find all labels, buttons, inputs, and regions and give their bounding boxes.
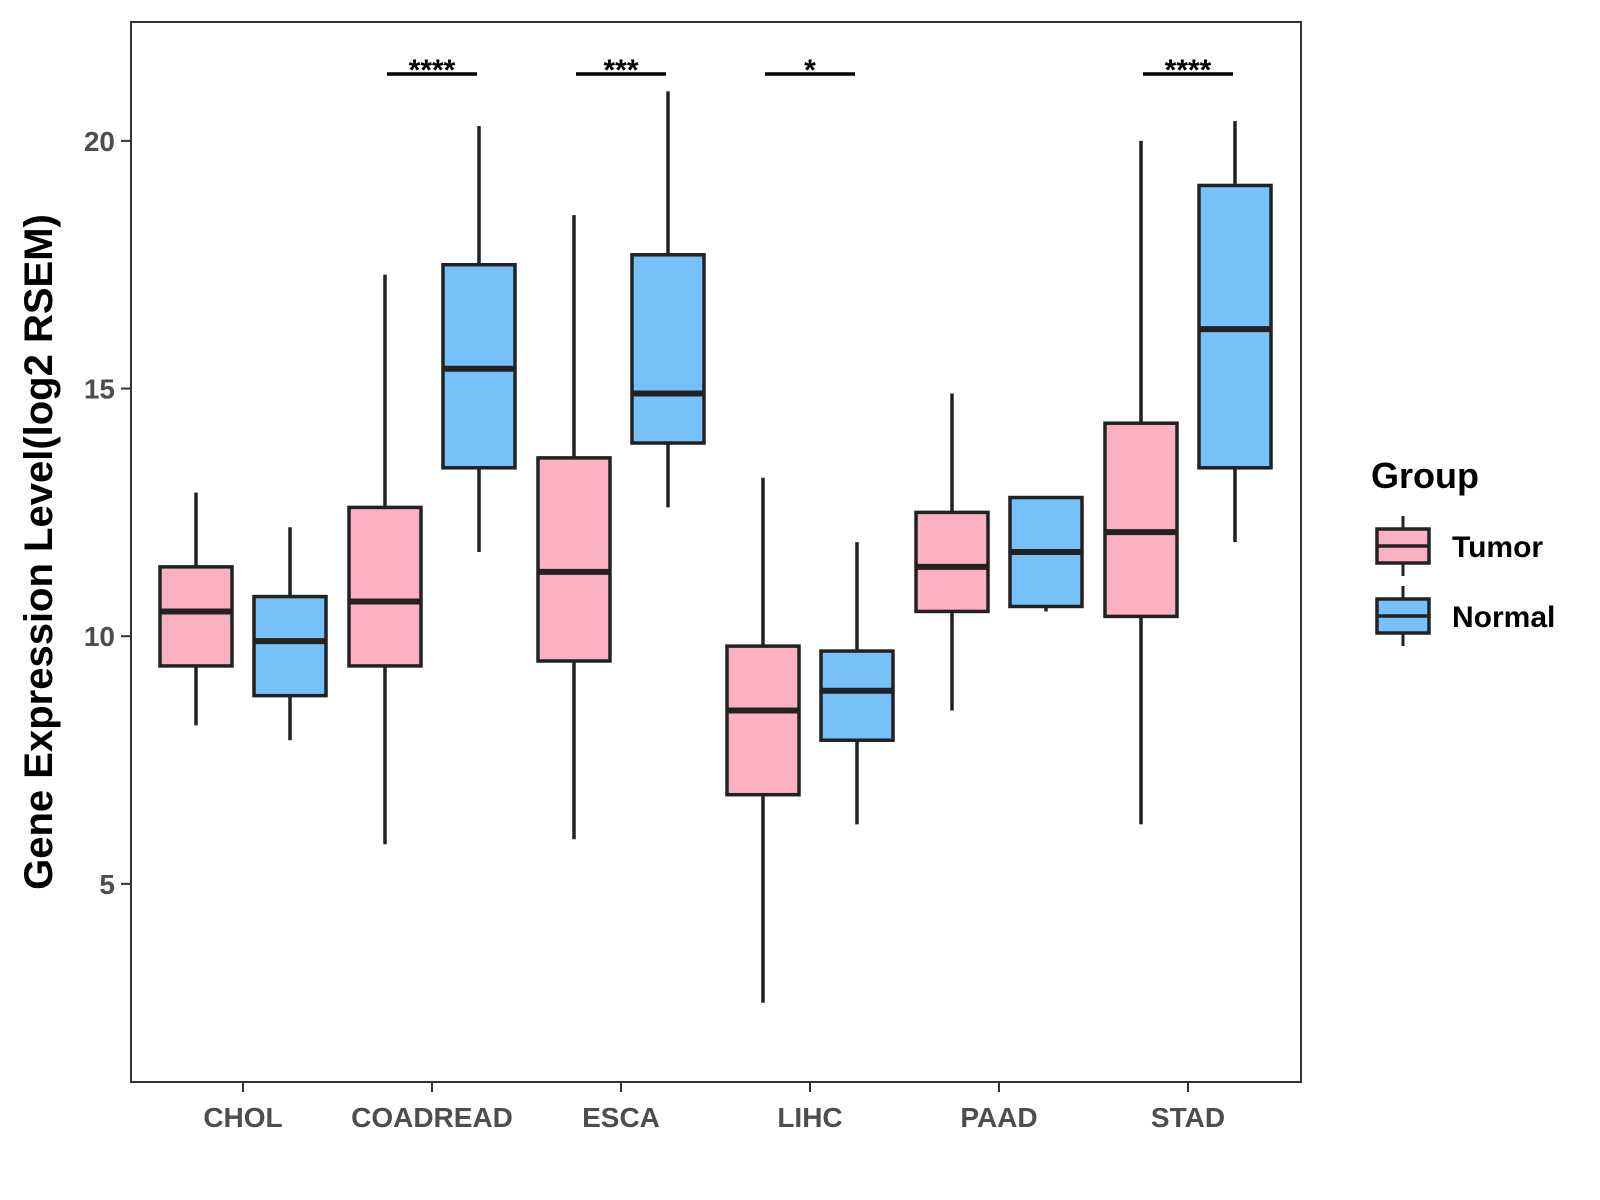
significance-label: * bbox=[804, 54, 816, 87]
legend: Group Tumor Normal bbox=[1371, 455, 1555, 646]
x-tick-label: PAAD bbox=[960, 1102, 1037, 1133]
significance-label: **** bbox=[409, 54, 456, 87]
x-tick-label: COADREAD bbox=[351, 1102, 513, 1133]
box-body bbox=[914, 510, 990, 614]
x-tick-label: STAD bbox=[1151, 1102, 1225, 1133]
x-tick-label: LIHC bbox=[777, 1102, 842, 1133]
x-tick-label: ESCA bbox=[582, 1102, 660, 1133]
box-normal-stad bbox=[1197, 121, 1273, 543]
legend-label: Tumor bbox=[1452, 531, 1543, 564]
box-tumor-esca bbox=[536, 215, 612, 840]
box-series bbox=[158, 91, 1273, 1003]
box-body bbox=[630, 253, 706, 445]
x-tick-label: CHOL bbox=[203, 1102, 282, 1133]
legend-key-tumor: Tumor bbox=[1375, 516, 1543, 576]
legend-key-normal: Normal bbox=[1375, 586, 1555, 646]
box-tumor-lihc bbox=[725, 477, 801, 1003]
box-normal-chol bbox=[252, 527, 328, 741]
y-tick-label: 20 bbox=[84, 126, 115, 157]
box-tumor-paad bbox=[914, 393, 990, 711]
box-body bbox=[347, 505, 423, 668]
box-body bbox=[1103, 421, 1179, 619]
significance-label: *** bbox=[603, 54, 638, 87]
y-axis-title: Gene Expression Level(log2 RSEM) bbox=[17, 214, 61, 890]
box-normal-coadread bbox=[441, 126, 517, 552]
box-body bbox=[158, 565, 234, 668]
box-body bbox=[819, 649, 895, 742]
box-body bbox=[725, 644, 801, 797]
y-tick-label: 15 bbox=[84, 374, 115, 405]
box-body bbox=[252, 594, 328, 698]
y-tick-label: 10 bbox=[84, 621, 115, 652]
legend-label: Normal bbox=[1452, 601, 1555, 634]
significance-annotations: **** *** * **** bbox=[387, 54, 1233, 87]
y-axis: 5 10 15 20 bbox=[84, 126, 131, 900]
y-tick-label: 5 bbox=[99, 869, 115, 900]
box-normal-paad bbox=[1008, 495, 1084, 612]
box-tumor-chol bbox=[158, 492, 234, 726]
box-tumor-coadread bbox=[347, 274, 423, 845]
box-tumor-stad bbox=[1103, 140, 1179, 825]
x-axis: CHOL COADREAD ESCA LIHC PAAD STAD bbox=[203, 1082, 1225, 1133]
box-body bbox=[536, 456, 612, 663]
legend-title: Group bbox=[1371, 455, 1479, 496]
significance-label: **** bbox=[1165, 54, 1212, 87]
box-normal-esca bbox=[630, 91, 706, 508]
box-normal-lihc bbox=[819, 542, 895, 825]
